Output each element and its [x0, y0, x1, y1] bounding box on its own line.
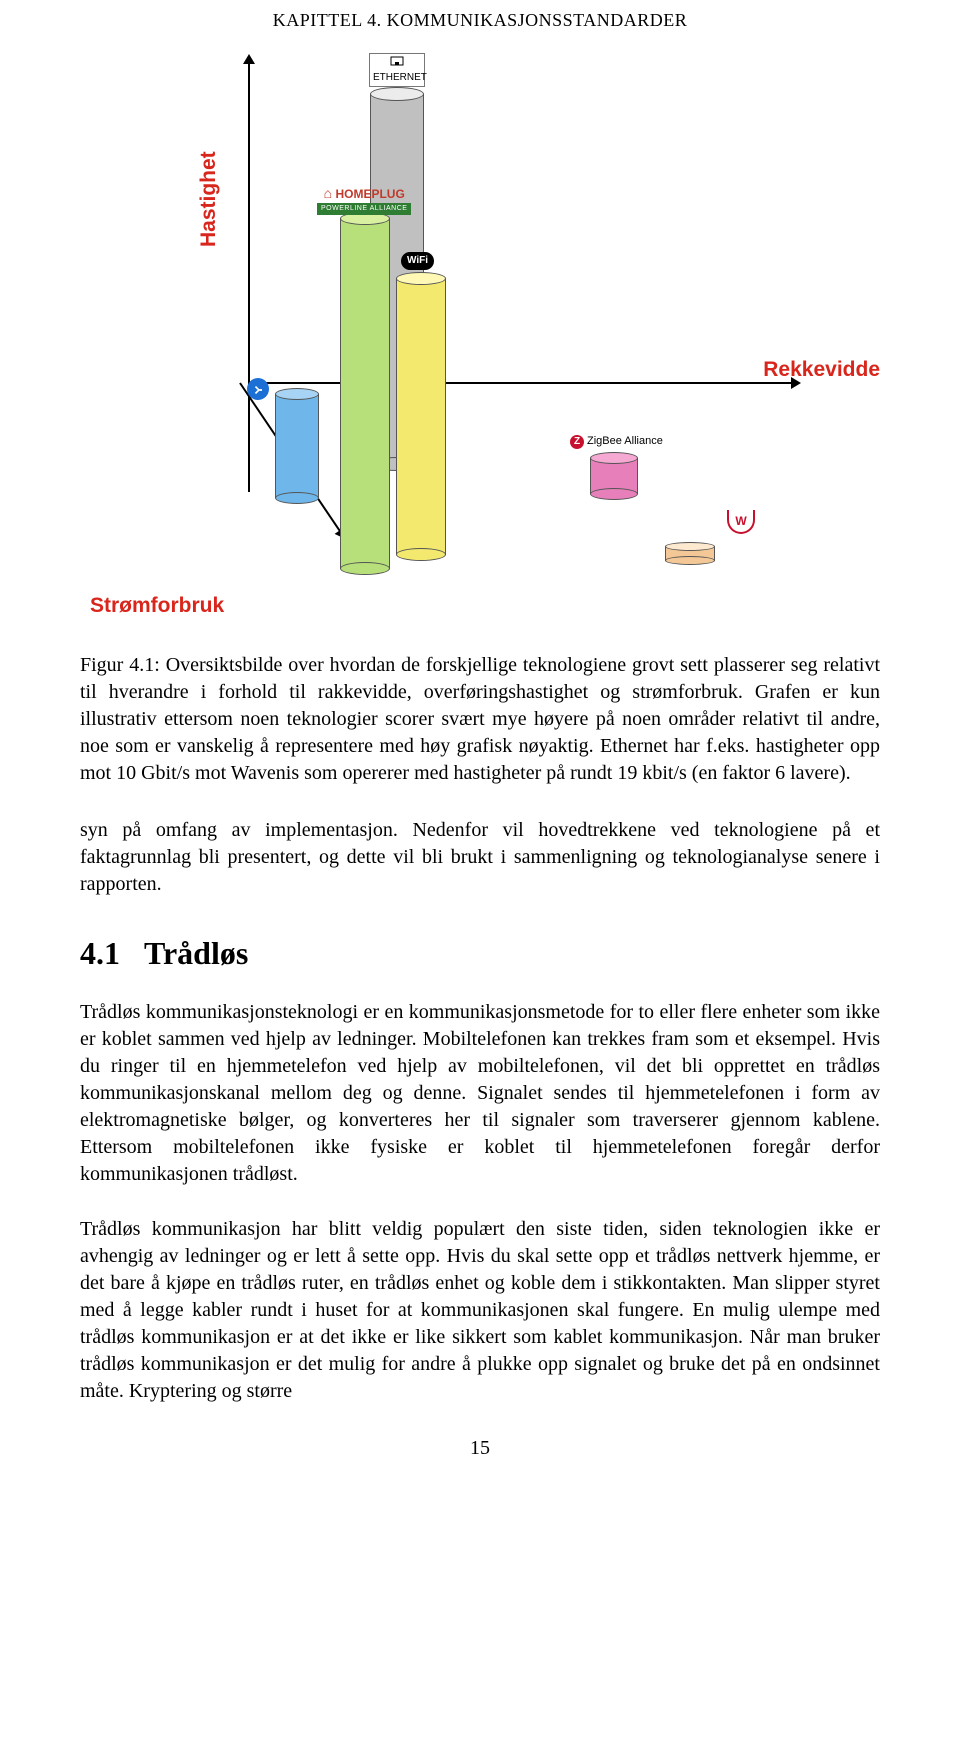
cylinder-homeplug — [340, 212, 390, 575]
wavenis-label: W — [727, 510, 755, 534]
figure-4-1: Hastighet Rekkevidde Strømforbruk ETHERN… — [80, 52, 880, 642]
wifi-icon: WiFi — [401, 252, 434, 270]
ethernet-label: ETHERNET — [369, 53, 425, 87]
x-axis — [248, 382, 793, 384]
bluetooth-label: ᚛ — [247, 378, 269, 400]
bluetooth-icon: ᚛ — [247, 378, 269, 400]
figure-caption: Figur 4.1: Oversiktsbilde over hvordan d… — [80, 652, 880, 787]
z-axis-label: Strømforbruk — [90, 592, 224, 620]
section-number: 4.1 — [80, 935, 120, 971]
x-axis-label: Rekkevidde — [763, 356, 880, 384]
cylinder-zigbee — [590, 452, 638, 500]
section-heading: 4.1 Trådløs — [80, 932, 880, 975]
wavenis-icon: W — [727, 510, 755, 534]
cylinder-wifi — [396, 272, 446, 561]
zigbee-label: ZZigBee Alliance — [570, 434, 663, 449]
zigbee-icon: Z — [570, 435, 584, 449]
wifi-label: WiFi — [401, 252, 434, 270]
cylinder-bluetooth — [275, 388, 319, 504]
cylinder-wavenis — [665, 542, 715, 565]
body-paragraph-2: Trådløs kommunikasjonsteknologi er en ko… — [80, 999, 880, 1188]
homeplug-label: ⌂ HOMEPLUGPOWERLINE ALLIANCE — [317, 184, 411, 214]
chapter-header: KAPITTEL 4. KOMMUNIKASJONSSTANDARDER — [80, 0, 880, 32]
body-paragraph-1: syn på omfang av implementasjon. Nedenfo… — [80, 817, 880, 898]
ethernet-plug-icon — [390, 56, 404, 66]
page-number: 15 — [80, 1435, 880, 1462]
section-title: Trådløs — [144, 935, 248, 971]
y-axis — [248, 62, 250, 492]
y-axis-label: Hastighet — [195, 152, 223, 248]
body-paragraph-3: Trådløs kommunikasjon har blitt veldig p… — [80, 1216, 880, 1405]
